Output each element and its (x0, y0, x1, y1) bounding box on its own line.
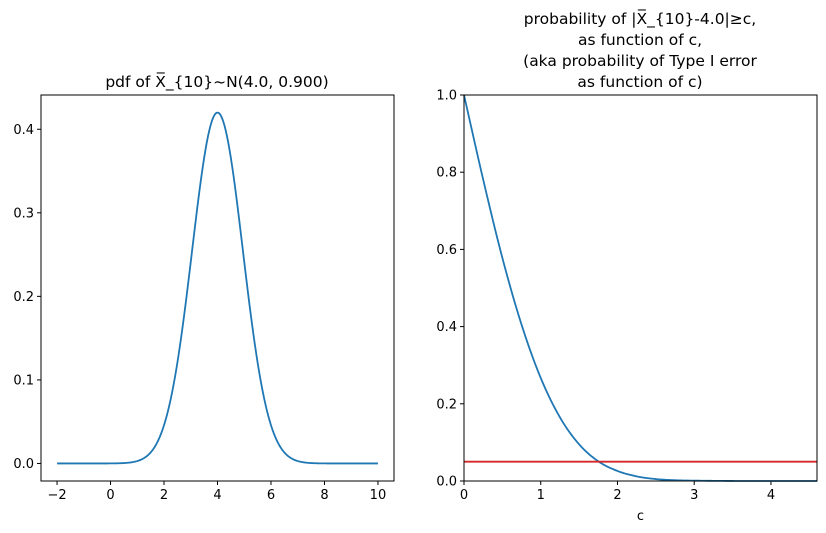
left-y-tick-label: 0.4 (13, 123, 34, 138)
left-x-tick-label: 0 (106, 488, 114, 503)
left-x-tick-label: 6 (267, 488, 275, 503)
left-x-tick-label: −2 (47, 488, 66, 503)
right-x-axis-label: c (637, 509, 644, 524)
right-chart-title-line-4: as function of c) (577, 73, 702, 91)
right-chart-title-line-3: (aka probability of Type I error (523, 52, 757, 70)
left-x-tick-label: 8 (320, 488, 328, 503)
right-chart-title-line-1: probability of |X̅_{10}-4.0|≥c, (524, 9, 756, 29)
left-x-tick-label: 2 (160, 488, 168, 503)
right-y-tick-label: 0.6 (436, 243, 457, 258)
right-x-tick-label: 3 (690, 488, 698, 503)
left-y-tick-label: 0.3 (13, 206, 34, 221)
left-y-tick-label: 0.2 (13, 290, 34, 305)
left-chart: pdf of X̅_{10}~N(4.0, 0.900) −2 0 2 4 6 8 10 0.… (13, 72, 395, 503)
left-series-line-0 (57, 111, 378, 465)
left-plot-frame (40, 94, 395, 482)
left-x-tick-label: 4 (213, 488, 221, 503)
right-y-tick-label: 1.0 (436, 89, 457, 104)
right-y-tick-label: 0.0 (436, 475, 457, 490)
right-x-tick-label: 4 (767, 488, 775, 503)
left-x-tick-label: 10 (370, 488, 387, 503)
right-y-tick-label: 0.2 (436, 397, 457, 412)
right-plot-frame (463, 94, 818, 482)
right-chart-title-line-2: as function of c, (578, 31, 702, 49)
left-y-tick-label: 0.0 (13, 457, 34, 472)
right-x-tick-label: 0 (460, 488, 468, 503)
right-y-tick-label: 0.4 (436, 320, 457, 335)
right-x-tick-label: 2 (613, 488, 621, 503)
right-y-tick-label: 0.8 (436, 166, 457, 181)
right-x-tick-label: 1 (537, 488, 545, 503)
right-chart: probability of |X̅_{10}-4.0|≥c, as funct… (436, 9, 818, 524)
left-y-tick-label: 0.1 (13, 373, 34, 388)
left-chart-title: pdf of X̅_{10}~N(4.0, 0.900) (105, 72, 328, 92)
right-series-line-0 (463, 94, 817, 482)
